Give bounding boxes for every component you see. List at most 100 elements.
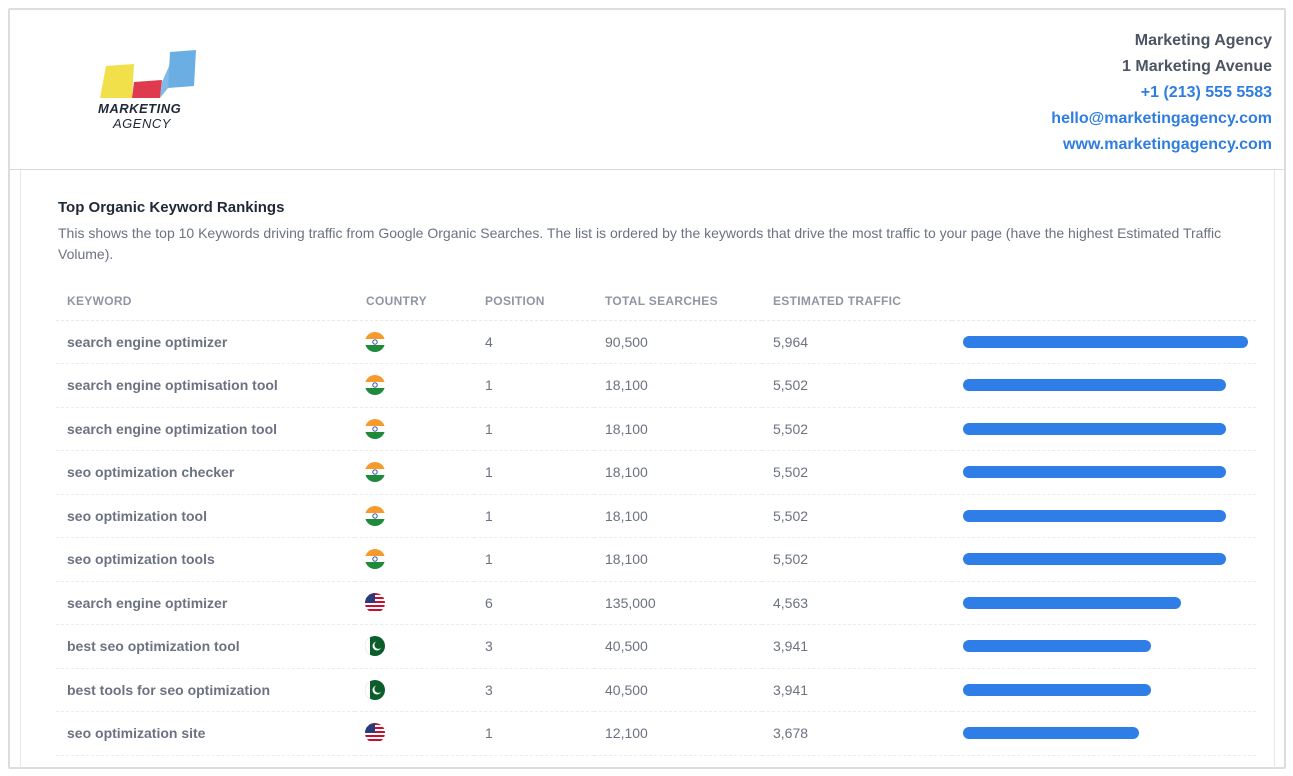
- traffic-bar-cell: [952, 668, 1256, 712]
- section-description: This shows the top 10 Keywords driving t…: [58, 225, 1222, 262]
- contact-block: Marketing Agency 1 Marketing Avenue +1 (…: [1051, 28, 1272, 158]
- traffic-bar: [963, 335, 1248, 348]
- keyword-table: KEYWORD COUNTRY POSITION TOTAL SEARCHES …: [56, 283, 1256, 756]
- table-row: search engine optimization tool 1 18,100 5,…: [56, 407, 1256, 451]
- traffic-bar-cell: [952, 494, 1256, 538]
- total-searches-cell: 90,500: [594, 320, 762, 364]
- estimated-traffic-cell: 5,502: [762, 407, 952, 451]
- traffic-bar-cell: [952, 624, 1256, 669]
- traffic-bar-cell: [952, 537, 1256, 582]
- traffic-bar-track: [963, 509, 1248, 522]
- logo-text-primary: MARKETING: [98, 101, 182, 116]
- estimated-traffic-cell: 5,502: [762, 363, 952, 408]
- position-cell: 1: [474, 407, 594, 451]
- country-cell: [355, 363, 474, 408]
- in-flag-icon: [365, 375, 385, 396]
- table-row: seo optimization checker 1 18,100 5,502: [56, 450, 1256, 495]
- traffic-bar: [963, 422, 1226, 435]
- total-searches-cell: 18,100: [594, 407, 762, 451]
- country-cell: [355, 537, 474, 582]
- table-row: seo optimization tools 1 18,100 5,502: [56, 537, 1256, 582]
- logo-text-secondary: AGENCY: [113, 116, 171, 131]
- total-searches-cell: 18,100: [594, 450, 762, 495]
- traffic-bar-track: [963, 553, 1248, 566]
- keyword-cell: search engine optimizer: [56, 320, 355, 364]
- phone-link[interactable]: +1 (213) 555 5583: [1140, 84, 1272, 101]
- traffic-bar: [963, 509, 1226, 522]
- email-link[interactable]: hello@marketingagency.com: [1051, 110, 1272, 127]
- pk-flag-icon: [365, 679, 385, 700]
- keyword-cell: search engine optimization tool: [56, 407, 355, 451]
- position-cell: 6: [474, 581, 594, 625]
- total-searches-cell: 135,000: [594, 581, 762, 625]
- position-cell: 1: [474, 711, 594, 756]
- traffic-bar-cell: [952, 407, 1256, 451]
- keyword-cell: best tools for seo optimization: [56, 668, 355, 712]
- traffic-bar-cell: [952, 320, 1256, 364]
- estimated-traffic-cell: 3,941: [762, 624, 952, 669]
- header-estimated-traffic: ESTIMATED TRAFFIC: [762, 283, 952, 321]
- keyword-cell: best seo optimization tool: [56, 624, 355, 669]
- keyword-cell: seo optimization site: [56, 711, 355, 756]
- us-flag-icon: [365, 592, 385, 613]
- table-row: seo optimization site 1 12,100 3,678: [56, 711, 1256, 756]
- country-cell: [355, 320, 474, 364]
- traffic-bar-cell: [952, 581, 1256, 625]
- total-searches-cell: 18,100: [594, 363, 762, 408]
- header-keyword: KEYWORD: [56, 283, 355, 321]
- header-position: POSITION: [474, 283, 594, 321]
- company-name: Marketing Agency: [1134, 32, 1272, 49]
- estimated-traffic-cell: 5,502: [762, 494, 952, 538]
- position-cell: 3: [474, 624, 594, 669]
- table-row: best tools for seo optimization 3 40,500 3,…: [56, 668, 1256, 712]
- logo-bars-icon: [100, 50, 196, 98]
- traffic-bar: [963, 379, 1226, 392]
- traffic-bar-track: [963, 683, 1248, 696]
- traffic-bar-track: [963, 379, 1248, 392]
- traffic-bar-track: [963, 335, 1248, 348]
- traffic-bar: [963, 640, 1152, 653]
- country-cell: [355, 450, 474, 495]
- traffic-bar: [963, 466, 1226, 479]
- header-traffic-bar: [952, 283, 1256, 321]
- section-title: Top Organic Keyword Rankings: [58, 199, 285, 216]
- us-flag-icon: [365, 723, 385, 744]
- report-frame: MARKETING AGENCY Marketing Agency 1 Mark…: [8, 8, 1286, 769]
- keyword-cell: seo optimization tool: [56, 494, 355, 538]
- company-address: 1 Marketing Avenue: [1122, 58, 1272, 75]
- traffic-bar-cell: [952, 363, 1256, 408]
- traffic-bar: [963, 553, 1226, 566]
- traffic-bar-track: [963, 422, 1248, 435]
- traffic-bar: [963, 596, 1182, 609]
- traffic-bar-cell: [952, 450, 1256, 495]
- report-header: MARKETING AGENCY Marketing Agency 1 Mark…: [10, 10, 1284, 170]
- total-searches-cell: 12,100: [594, 711, 762, 756]
- keyword-cell: search engine optimizer: [56, 581, 355, 625]
- keyword-cell: seo optimization tools: [56, 537, 355, 582]
- table-row: search engine optimizer 6 135,000 4,563: [56, 581, 1256, 625]
- in-flag-icon: [365, 331, 385, 352]
- total-searches-cell: 40,500: [594, 668, 762, 712]
- country-cell: [355, 711, 474, 756]
- estimated-traffic-cell: 5,964: [762, 320, 952, 364]
- in-flag-icon: [365, 462, 385, 483]
- in-flag-icon: [365, 549, 385, 570]
- header-total-searches: TOTAL SEARCHES: [594, 283, 762, 321]
- keyword-cell: search engine optimisation tool: [56, 363, 355, 408]
- estimated-traffic-cell: 5,502: [762, 537, 952, 582]
- traffic-bar-track: [963, 727, 1248, 740]
- agency-logo: MARKETING AGENCY: [88, 46, 198, 136]
- total-searches-cell: 18,100: [594, 494, 762, 538]
- country-cell: [355, 494, 474, 538]
- website-link[interactable]: www.marketingagency.com: [1063, 136, 1272, 153]
- keyword-cell: seo optimization checker: [56, 450, 355, 495]
- position-cell: 4: [474, 320, 594, 364]
- country-cell: [355, 668, 474, 712]
- pk-flag-icon: [365, 636, 385, 657]
- total-searches-cell: 40,500: [594, 624, 762, 669]
- table-row: best seo optimization tool 3 40,500 3,941: [56, 624, 1256, 669]
- in-flag-icon: [365, 418, 385, 439]
- traffic-bar-track: [963, 596, 1248, 609]
- traffic-bar-track: [963, 466, 1248, 479]
- table-row: search engine optimisation tool 1 18,100 5,…: [56, 363, 1256, 408]
